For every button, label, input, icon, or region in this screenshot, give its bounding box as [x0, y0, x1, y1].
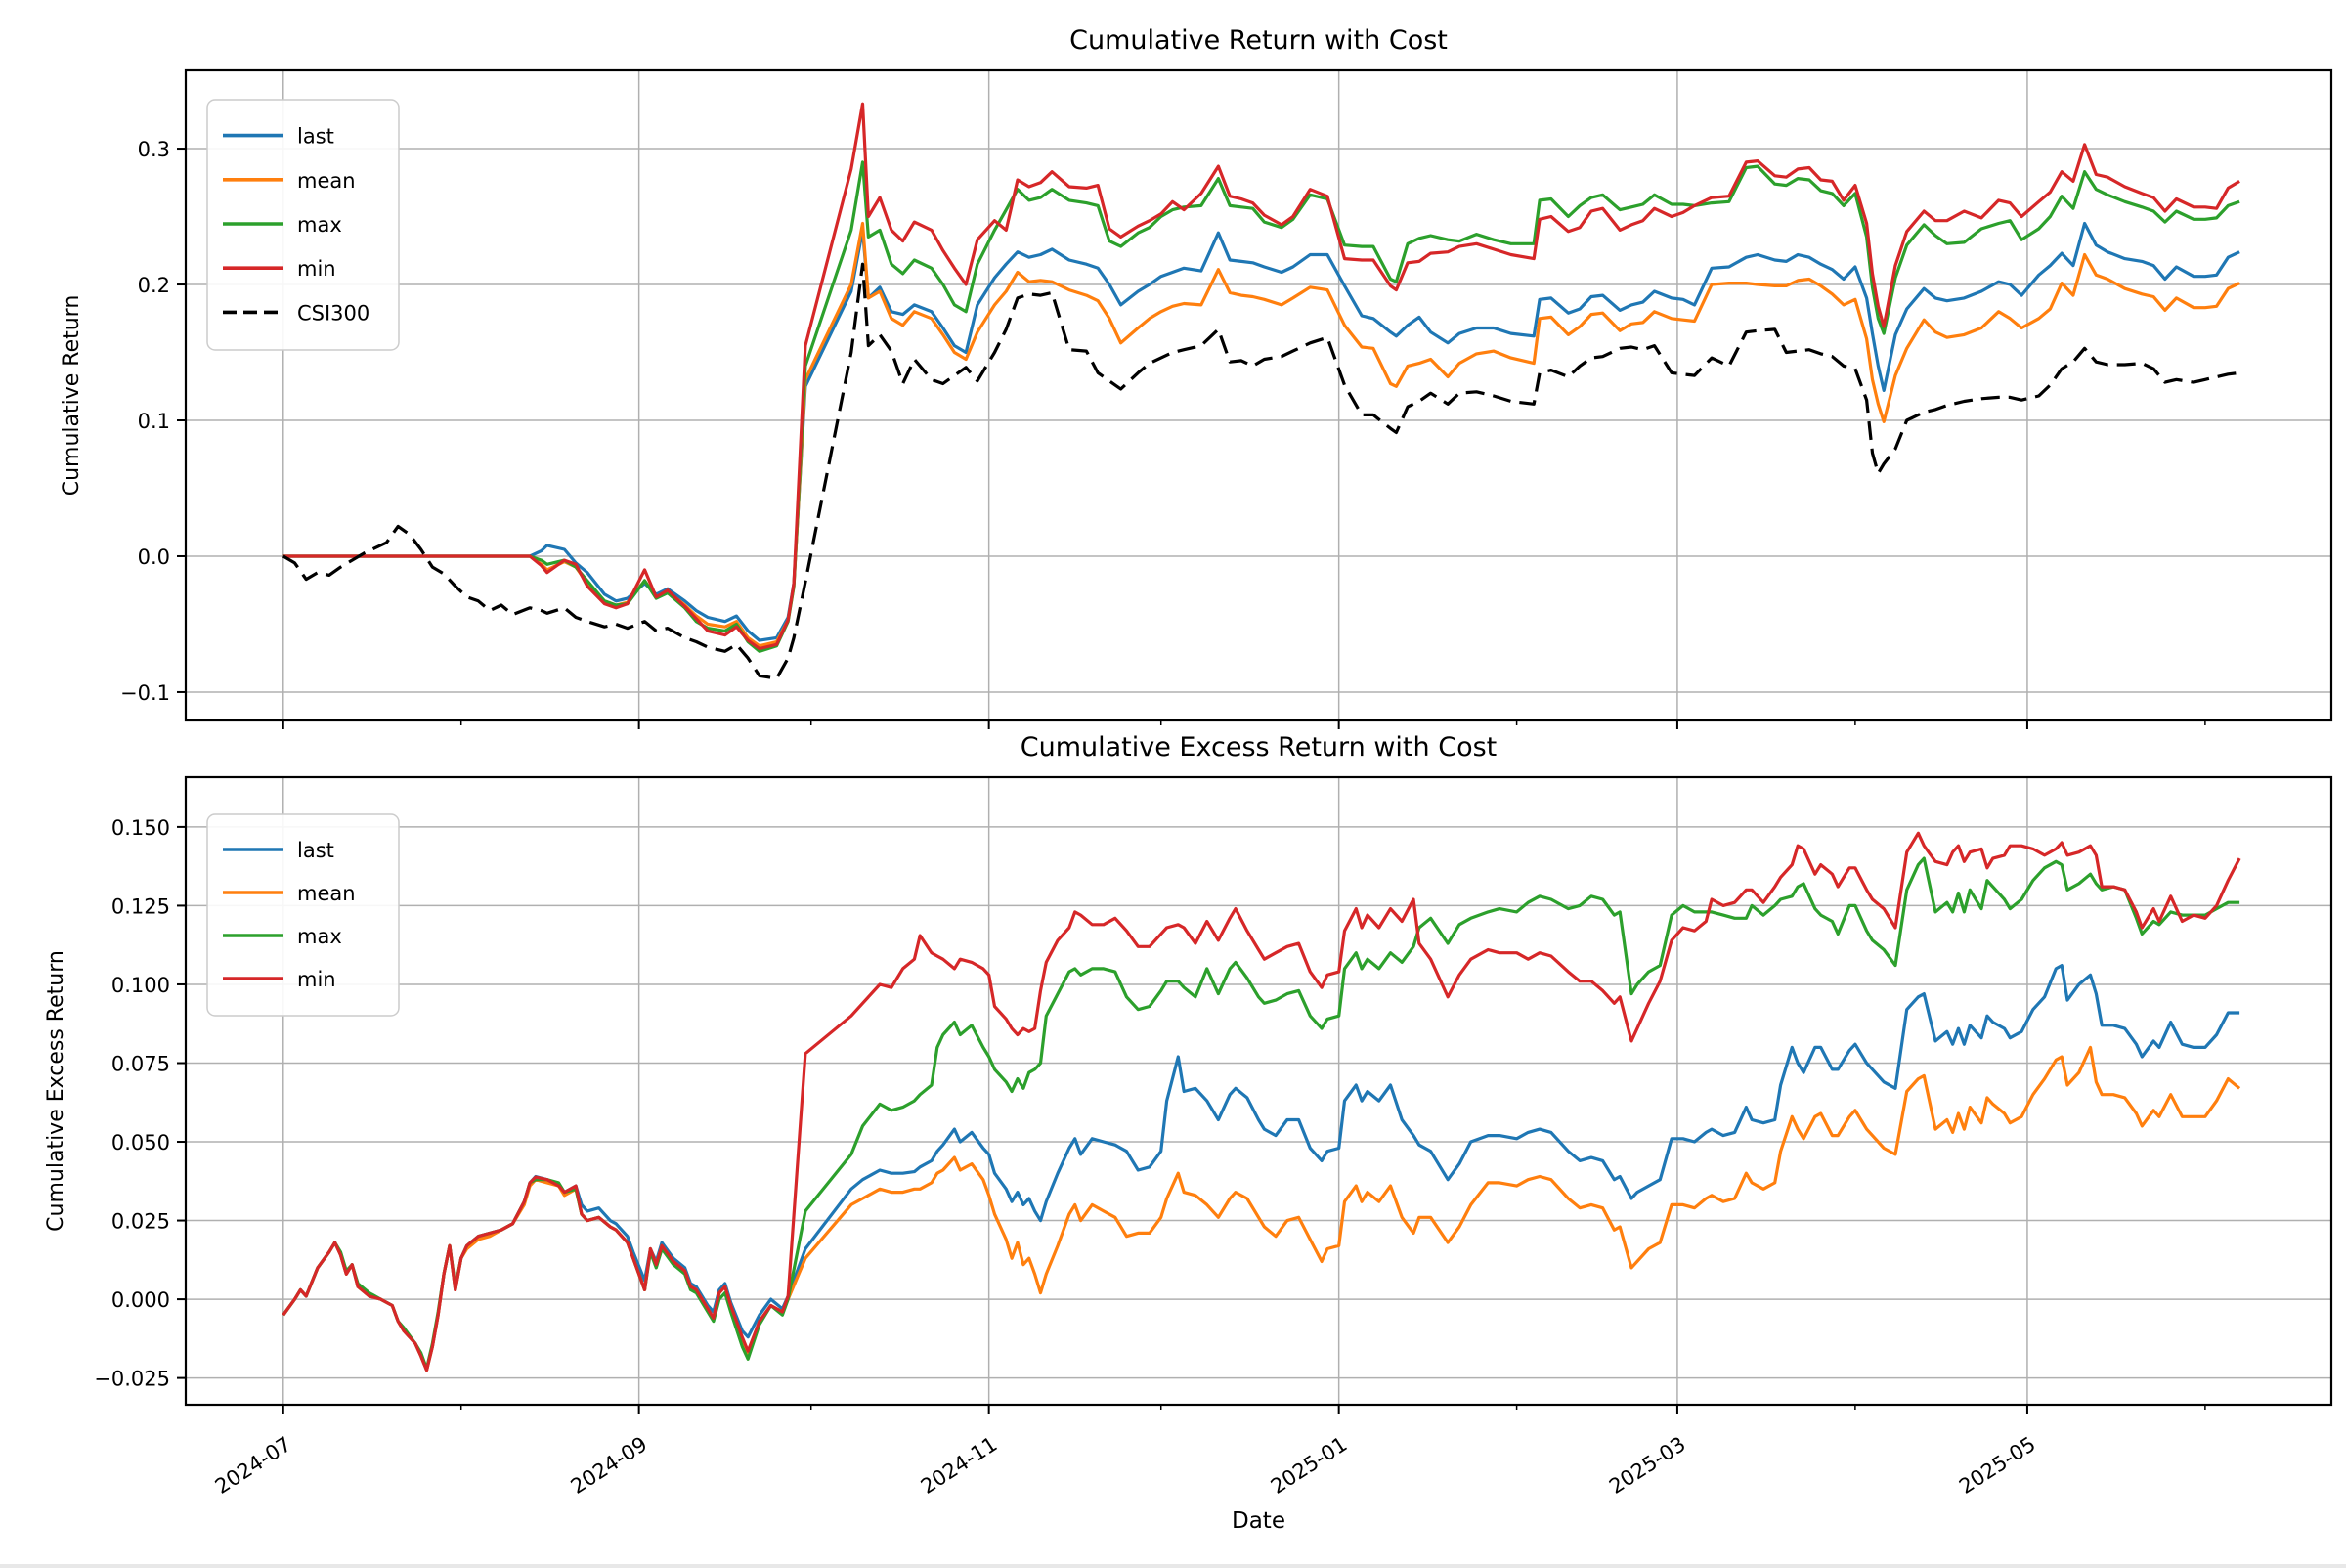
y-tick-label-cumulative-excess-return: 0.050: [111, 1131, 170, 1154]
chart-title-cumulative-excess-return: Cumulative Excess Return with Cost: [1021, 732, 1498, 762]
plot-border-cumulative-return: [184, 68, 2333, 722]
chart-title-cumulative-return: Cumulative Return with Cost: [1069, 25, 1448, 56]
y-tick-label-cumulative-excess-return: 0.125: [111, 894, 170, 918]
y-tick-label-cumulative-excess-return: −0.025: [94, 1368, 170, 1391]
legend-label-last: last: [297, 125, 334, 149]
y-tick-label-cumulative-return: −0.1: [120, 681, 170, 705]
y-tick-label-cumulative-return: 0.1: [138, 410, 170, 433]
legend-label-last: last: [297, 839, 334, 862]
legend-label-max: max: [297, 213, 342, 237]
legend-label-mean: mean: [297, 169, 356, 193]
y-tick-label-cumulative-return: 0.3: [138, 138, 170, 161]
series-line-cumulative-return-last: [282, 221, 2240, 642]
x-axis-label: Date: [1232, 1508, 1285, 1534]
legend-box-cumulative-return: [206, 99, 400, 351]
plot-border-cumulative-excess-return: [184, 775, 2333, 1407]
legend-label-csi300: CSI300: [297, 301, 369, 325]
legend-label-mean: mean: [297, 882, 356, 905]
y-tick-label-cumulative-return: 0.0: [138, 545, 170, 569]
y-tick-label-cumulative-excess-return: 0.025: [111, 1210, 170, 1234]
legend-label-min: min: [297, 968, 336, 991]
y-tick-label-cumulative-excess-return: 0.000: [111, 1288, 170, 1312]
y-tick-label-cumulative-return: 0.2: [138, 274, 170, 297]
legend-box-cumulative-excess-return: [206, 813, 400, 1017]
y-tick-label-cumulative-excess-return: 0.075: [111, 1052, 170, 1075]
legend-label-max: max: [297, 925, 342, 948]
legend-label-min: min: [297, 257, 336, 281]
series-line-cumulative-return-min: [282, 102, 2240, 651]
y-axis-label-cumulative-excess-return: Cumulative Excess Return: [44, 950, 68, 1232]
y-tick-label-cumulative-excess-return: 0.150: [111, 816, 170, 840]
y-tick-label-cumulative-excess-return: 0.100: [111, 974, 170, 997]
series-line-cumulative-return-csi300: [282, 262, 2240, 680]
series-line-cumulative-excess-return-min: [282, 831, 2241, 1372]
y-axis-label-cumulative-return: Cumulative Return: [60, 295, 84, 497]
